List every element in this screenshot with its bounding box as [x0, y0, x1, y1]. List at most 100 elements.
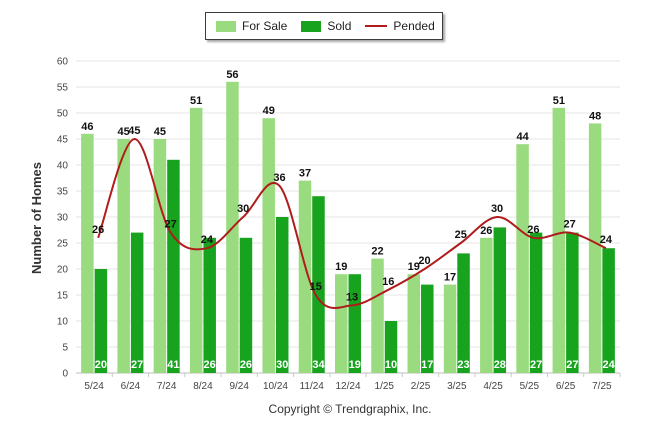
bar-for-sale	[407, 274, 421, 373]
y-tick-label: 45	[57, 135, 69, 146]
bar-for-sale	[262, 118, 275, 373]
label-for-sale: 49	[263, 105, 275, 117]
label-pended: 26	[527, 224, 539, 236]
bar-for-sale	[443, 284, 457, 373]
bar-for-sale	[153, 139, 167, 373]
y-tick-label: 30	[57, 213, 69, 224]
bar-for-sale	[371, 258, 384, 373]
bar-sold	[602, 248, 615, 373]
label-sold: 41	[167, 359, 179, 371]
legend-item-for-sale[interactable]: For Sale	[216, 19, 287, 33]
label-for-sale: 51	[553, 95, 565, 107]
pended-swatch	[365, 25, 388, 27]
label-pended: 24	[600, 234, 613, 246]
label-pended: 20	[418, 255, 430, 267]
bar-sold	[457, 253, 470, 373]
bar-sold	[566, 232, 579, 373]
label-pended: 30	[237, 203, 249, 215]
grid-lines	[76, 60, 620, 374]
y-tick-label: 40	[57, 161, 69, 172]
bar-sold	[239, 237, 253, 373]
bar-for-sale	[588, 123, 602, 374]
label-pended: 13	[346, 291, 358, 303]
x-tick-label: 6/25	[556, 381, 576, 392]
bar-for-sale	[117, 139, 130, 373]
bar-sold	[94, 269, 108, 373]
label-for-sale: 46	[81, 121, 93, 133]
y-tick-label: 20	[57, 265, 69, 276]
label-for-sale: 44	[516, 131, 529, 143]
label-for-sale: 22	[371, 246, 383, 258]
legend-item-pended[interactable]: Pended	[365, 19, 435, 33]
copyright-text: Copyright © Trendgraphix, Inc.	[268, 402, 432, 416]
label-pended: 36	[273, 172, 285, 184]
x-tick-label: 3/25	[447, 381, 467, 392]
y-tick-label: 0	[62, 369, 68, 380]
bar-sold	[167, 159, 180, 373]
y-tick-label: 55	[57, 83, 69, 94]
y-tick-label: 35	[57, 187, 69, 198]
pended-series-line	[97, 137, 607, 309]
label-for-sale: 48	[589, 110, 601, 122]
label-for-sale: 45	[118, 126, 130, 138]
label-sold: 28	[494, 359, 506, 371]
label-for-sale: 51	[190, 95, 202, 107]
legend-item-sold[interactable]: Sold	[301, 19, 351, 33]
label-for-sale: 19	[335, 261, 347, 273]
x-tick-label: 4/25	[483, 381, 503, 392]
x-tick-label: 11/24	[300, 381, 325, 392]
x-tick-label: 1/25	[375, 381, 395, 392]
x-tick-label: 12/24	[335, 381, 360, 392]
label-sold: 17	[421, 359, 433, 371]
x-tick-label: 5/24	[84, 381, 104, 392]
label-pended: 25	[455, 229, 467, 241]
y-tick-label: 15	[57, 291, 69, 302]
bar-sold	[493, 227, 507, 373]
y-tick-label: 5	[62, 343, 68, 354]
y-tick-label: 60	[57, 57, 69, 68]
legend-label-sold: Sold	[327, 19, 352, 33]
label-pended: 45	[128, 125, 140, 137]
label-pended: 15	[310, 281, 322, 293]
label-sold: 27	[566, 359, 578, 371]
label-for-sale: 17	[444, 272, 456, 284]
label-pended: 30	[491, 203, 503, 215]
label-pended: 27	[563, 219, 575, 231]
x-axis: 5/24 6/24 7/24 8/24 9/24 10/24 11/24 12/24 1/25 2…	[84, 373, 621, 392]
legend-label-pended: Pended	[393, 19, 435, 33]
x-tick-label: 7/25	[592, 381, 612, 392]
bar-sold	[384, 321, 398, 373]
sold-swatch	[301, 20, 322, 32]
x-tick-label: 2/25	[411, 381, 431, 392]
label-for-sale: 26	[480, 225, 492, 237]
label-pended: 27	[165, 219, 177, 231]
bar-for-sale	[552, 107, 566, 374]
bar-for-sale	[81, 133, 94, 373]
label-for-sale: 19	[408, 261, 420, 273]
y-tick-label: 50	[57, 109, 69, 120]
y-axis-label: Number of Homes	[29, 162, 44, 274]
bar-sold	[312, 196, 325, 373]
label-for-sale: 45	[154, 126, 166, 138]
label-sold: 26	[240, 359, 252, 371]
bar-sold	[529, 232, 543, 373]
bar-for-sale	[189, 107, 203, 374]
y-tick-label: 10	[57, 317, 69, 328]
label-sold: 30	[276, 359, 288, 371]
bar-sold	[348, 274, 361, 373]
label-sold: 24	[602, 359, 615, 371]
label-sold: 26	[204, 359, 216, 371]
bar-for-sale	[298, 180, 312, 373]
label-pended: 16	[382, 276, 394, 288]
bar-sold	[275, 217, 289, 373]
x-tick-label: 10/24	[263, 381, 288, 392]
legend: For Sale Sold Pended	[205, 12, 443, 40]
bar-sold	[421, 284, 434, 373]
bar-for-sale	[516, 144, 529, 373]
label-for-sale: 37	[299, 168, 311, 180]
label-sold: 27	[530, 359, 542, 371]
label-sold: 34	[312, 359, 325, 371]
for-sale-swatch	[216, 20, 236, 32]
x-tick-label: 9/24	[229, 381, 249, 392]
